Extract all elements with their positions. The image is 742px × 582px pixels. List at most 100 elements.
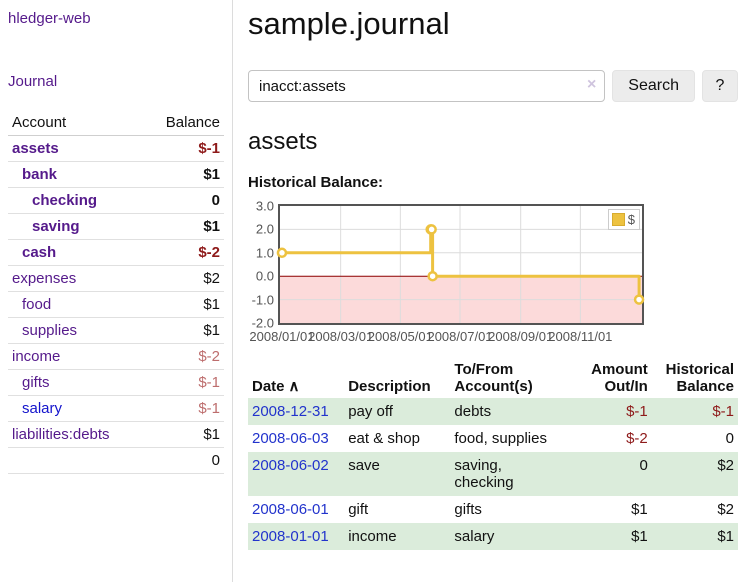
- sidebar: hledger-web Journal Account Balance asse…: [0, 0, 233, 582]
- account-balance: $1: [143, 213, 224, 240]
- register-header-description: Description: [348, 378, 431, 395]
- account-link[interactable]: cash: [22, 244, 57, 261]
- account-link[interactable]: gifts: [22, 374, 50, 391]
- chart-title: Historical Balance:: [248, 174, 384, 191]
- transaction-amount: $-1: [626, 403, 648, 420]
- main-content: sample.journal × Search ? assets Histori…: [248, 0, 738, 550]
- x-tick-label: 2008/07/01: [427, 329, 493, 344]
- account-row: cash $-2: [8, 239, 224, 266]
- account-link[interactable]: food: [22, 296, 52, 313]
- y-tick-label: -2.0: [251, 315, 274, 331]
- account-balance: $1: [143, 291, 224, 318]
- transaction-date-link[interactable]: 2008-12-31: [252, 403, 329, 420]
- transaction-description: pay off: [348, 403, 393, 420]
- clear-search-icon[interactable]: ×: [586, 76, 597, 93]
- transaction-balance: 0: [725, 430, 734, 447]
- account-link[interactable]: saving: [32, 218, 80, 235]
- account-balance: $-1: [143, 135, 224, 162]
- account-row: salary $-1: [8, 395, 224, 422]
- transaction-description: eat & shop: [348, 430, 420, 447]
- account-link[interactable]: expenses: [12, 270, 77, 287]
- transaction-row: 2008-06-03 eat & shop food, supplies $-2 0: [248, 425, 738, 452]
- sidebar-item-journal[interactable]: Journal: [8, 73, 58, 90]
- account-link[interactable]: bank: [22, 166, 58, 183]
- transaction-date-link[interactable]: 2008-06-01: [252, 501, 329, 518]
- accounts-header-account: Account: [8, 110, 144, 136]
- accounts-header-balance: Balance: [143, 110, 224, 136]
- transaction-description: income: [348, 528, 397, 545]
- page-title: sample.journal: [248, 6, 450, 41]
- search-button[interactable]: Search: [612, 70, 695, 102]
- register-header-amount: Amount Out/In: [591, 361, 648, 395]
- help-button[interactable]: ?: [702, 70, 738, 102]
- search-input[interactable]: [248, 70, 606, 102]
- accounts-table: Account Balance assets $-1 bank $1 checking 0…: [8, 110, 224, 474]
- account-link[interactable]: liabilities:debts: [12, 426, 110, 443]
- register-header-accounts: To/From Account(s): [454, 361, 533, 395]
- transaction-row: 2008-06-02 save saving, checking 0 $2: [248, 452, 738, 496]
- transaction-amount: $1: [631, 528, 648, 545]
- account-row: bank $1: [8, 161, 224, 188]
- search-input-wrap: ×: [248, 70, 606, 102]
- account-row: checking 0: [8, 187, 224, 214]
- account-balance: $-1: [143, 369, 224, 396]
- transaction-row: 2008-12-31 pay off debts $-1 $-1: [248, 398, 738, 425]
- account-link[interactable]: assets: [12, 140, 59, 157]
- account-row: liabilities:debts $1: [8, 421, 224, 448]
- brand-link[interactable]: hledger-web: [8, 10, 91, 27]
- account-row: food $1: [8, 291, 224, 318]
- transaction-date-link[interactable]: 2008-01-01: [252, 528, 329, 545]
- chart-legend: $: [607, 209, 640, 230]
- account-row: supplies $1: [8, 317, 224, 344]
- accounts-total-value: 0: [143, 447, 224, 474]
- account-balance: $2: [143, 265, 224, 292]
- transaction-row: 2008-01-01 income salary $1 $1: [248, 523, 738, 550]
- account-link[interactable]: checking: [32, 192, 98, 209]
- account-link[interactable]: salary: [22, 400, 63, 417]
- transaction-date-link[interactable]: 2008-06-02: [252, 457, 329, 474]
- legend-swatch-icon: [611, 213, 625, 226]
- chart-canvas: [276, 206, 645, 323]
- x-tick-label: 2008/01/01: [249, 329, 315, 344]
- account-link[interactable]: supplies: [22, 322, 78, 339]
- legend-label: $: [627, 212, 635, 227]
- register-table: Date ∧ Description To/From Account(s) Amo…: [248, 358, 738, 550]
- sort-asc-icon: ∧: [288, 378, 300, 395]
- transaction-amount: $1: [631, 501, 648, 518]
- y-tick-label: 3.0: [255, 198, 274, 214]
- historical-balance-chart: 3.0 2.0 1.0 0.0 -1.0 -2.0 $ 2008/01/01 2008/03…: [248, 199, 738, 344]
- transaction-balance: $2: [717, 457, 734, 474]
- y-tick-label: 0.0: [255, 268, 274, 284]
- transaction-accounts: salary: [454, 528, 495, 545]
- transaction-date-link[interactable]: 2008-06-03: [252, 430, 329, 447]
- x-tick-label: 2008/05/01: [367, 329, 433, 344]
- account-balance: 0: [143, 187, 224, 214]
- account-row: gifts $-1: [8, 369, 224, 396]
- account-balance: $-2: [143, 239, 224, 266]
- transaction-description: save: [348, 457, 380, 474]
- y-tick-label: 1.0: [255, 245, 274, 261]
- chart-x-axis: 2008/01/01 2008/03/01 2008/05/01 2008/07/01…: [249, 327, 646, 344]
- account-balance: $1: [143, 161, 224, 188]
- transaction-accounts: saving, checking: [454, 457, 514, 491]
- register-header-balance: Historical Balance: [665, 361, 734, 395]
- transaction-amount: 0: [639, 457, 648, 474]
- y-tick-label: 2.0: [255, 221, 274, 237]
- search-form: × Search ?: [248, 70, 738, 102]
- account-row: income $-2: [8, 343, 224, 370]
- account-link[interactable]: income: [12, 348, 61, 365]
- account-balance: $1: [143, 317, 224, 344]
- x-tick-label: 2008/09/01: [488, 329, 554, 344]
- y-tick-label: -1.0: [251, 292, 274, 308]
- transaction-amount: $-2: [626, 430, 648, 447]
- register-header-date[interactable]: Date ∧: [252, 378, 300, 395]
- chart-y-axis: 3.0 2.0 1.0 0.0 -1.0 -2.0: [248, 199, 276, 331]
- transaction-accounts: food, supplies: [454, 430, 547, 447]
- x-tick-label: 2008/03/01: [308, 329, 374, 344]
- transaction-accounts: debts: [454, 403, 492, 420]
- transaction-description: gift: [348, 501, 369, 518]
- account-heading: assets: [248, 128, 318, 155]
- chart-plot-area: $: [276, 204, 645, 325]
- x-tick-label: 2008/11/01: [548, 329, 613, 344]
